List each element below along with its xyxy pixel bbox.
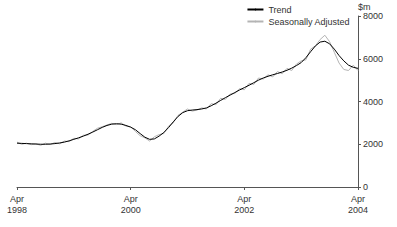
- svg-text:2004: 2004: [348, 205, 368, 215]
- svg-text:$m: $m: [358, 2, 371, 13]
- svg-text:8000: 8000: [363, 11, 383, 21]
- svg-text:1998: 1998: [7, 205, 27, 215]
- svg-text:Apr: Apr: [10, 194, 24, 204]
- svg-text:4000: 4000: [363, 97, 383, 107]
- svg-text:0: 0: [363, 182, 368, 192]
- svg-text:Apr: Apr: [124, 194, 138, 204]
- svg-text:2000: 2000: [363, 139, 383, 149]
- svg-text:Trend: Trend: [268, 5, 291, 15]
- svg-text:6000: 6000: [363, 54, 383, 64]
- svg-text:Apr: Apr: [237, 194, 251, 204]
- svg-text:Apr: Apr: [351, 194, 365, 204]
- svg-text:Seasonally Adjusted: Seasonally Adjusted: [268, 17, 349, 27]
- svg-text:2002: 2002: [234, 205, 254, 215]
- svg-text:2000: 2000: [121, 205, 141, 215]
